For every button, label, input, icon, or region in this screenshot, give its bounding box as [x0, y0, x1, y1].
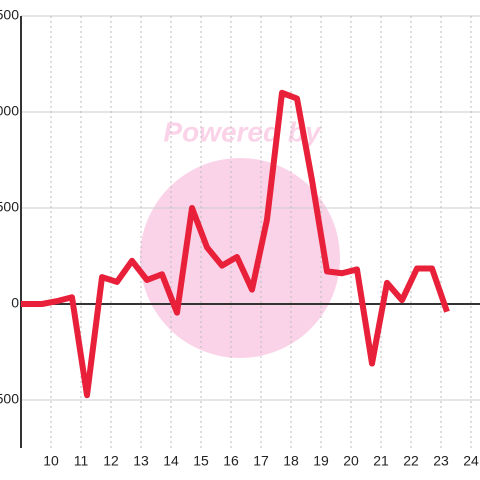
watermark: Powered by: [163, 116, 322, 147]
y-tick-label: -500: [0, 391, 19, 407]
plot: -500 0 500 1,000 1,500 10 11 12 13 14 15 16 17 18 19 20…: [0, 7, 480, 469]
y-tick-label: 0: [11, 295, 19, 311]
data-line: [21, 89, 450, 399]
x-tick-label: 13: [133, 453, 149, 469]
x-tick-label: 16: [223, 453, 239, 469]
x-tick-label: 22: [403, 453, 419, 469]
y-tick-label: 1,000: [0, 103, 19, 119]
x-tick-label: 23: [433, 453, 449, 469]
x-tick-label: 21: [373, 453, 389, 469]
y-tick-label: 500: [0, 199, 19, 215]
x-tick-label: 18: [283, 453, 299, 469]
x-tick-label: 15: [193, 453, 209, 469]
x-tick-label: 17: [253, 453, 269, 469]
x-tick-label: 24: [463, 453, 479, 469]
x-tick-label: 19: [313, 453, 329, 469]
x-tick-label: 12: [103, 453, 119, 469]
x-tick-label: 20: [343, 453, 359, 469]
y-tick-label: 1,500: [0, 7, 19, 23]
x-tick-label: 14: [163, 453, 179, 469]
x-tick-label: 10: [43, 453, 59, 469]
x-tick-label: 11: [74, 453, 89, 469]
